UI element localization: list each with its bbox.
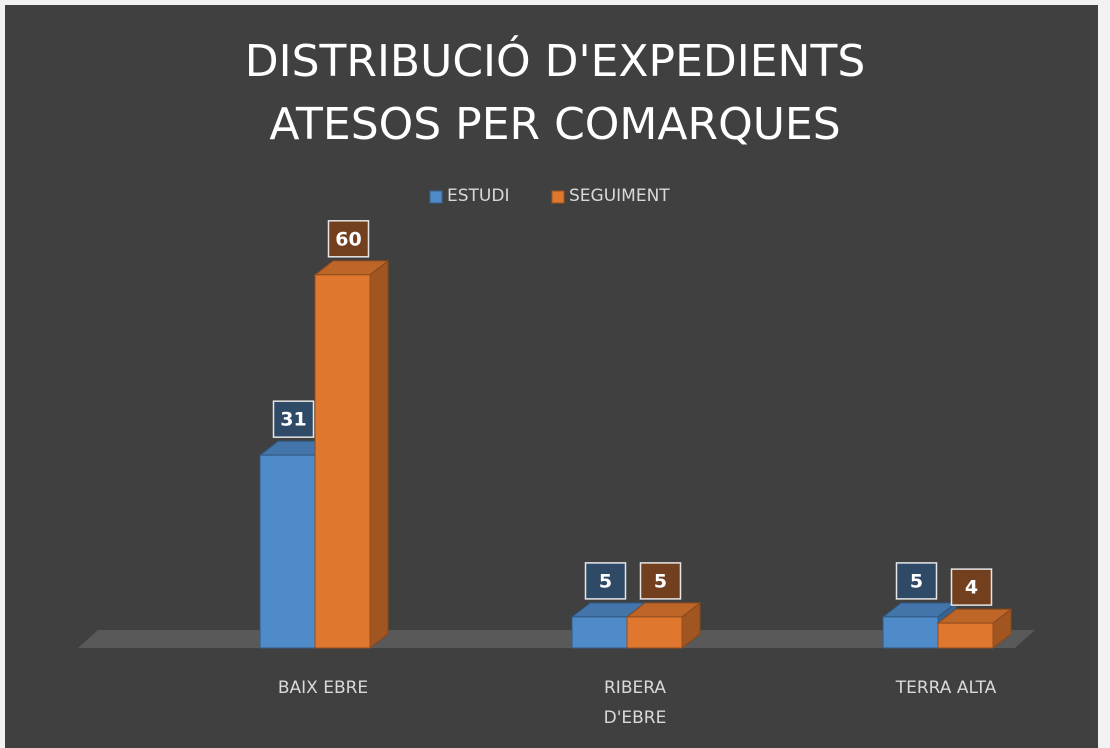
bar-front [882, 616, 939, 649]
value-label-box [584, 562, 627, 600]
legend-label: SEGUIMENT [569, 186, 670, 206]
value-label-box [327, 220, 370, 258]
chart-title: DISTRIBUCIÓ D'EXPEDIENTS ATESOS PER COMA… [244, 36, 866, 150]
value-label: 5 [654, 570, 667, 592]
bar-front [314, 274, 371, 649]
value-label: 5 [910, 570, 923, 592]
bar-front [571, 616, 628, 649]
value-label-box [639, 562, 682, 600]
value-label: 5 [599, 570, 612, 592]
legend-swatch [551, 190, 565, 204]
bar-front [626, 616, 683, 649]
value-label: 31 [280, 409, 306, 431]
bar-front [937, 622, 994, 649]
value-label-box [950, 568, 993, 606]
bar-side [369, 259, 389, 650]
legend-label: ESTUDI [447, 186, 510, 206]
value-label-box [272, 400, 315, 438]
legend-swatch [429, 190, 443, 204]
x-tick-label: TERRA ALTA [895, 678, 997, 698]
x-tick-label: RIBERA D'EBRE [603, 678, 667, 728]
value-label-box [895, 562, 938, 600]
bar [936, 608, 1013, 650]
bar [313, 259, 390, 650]
value-label: 60 [335, 228, 361, 250]
bar [625, 601, 702, 650]
bar-front [259, 454, 316, 649]
x-tick-label: BAIX EBRE [277, 678, 369, 698]
value-label: 4 [965, 577, 978, 599]
